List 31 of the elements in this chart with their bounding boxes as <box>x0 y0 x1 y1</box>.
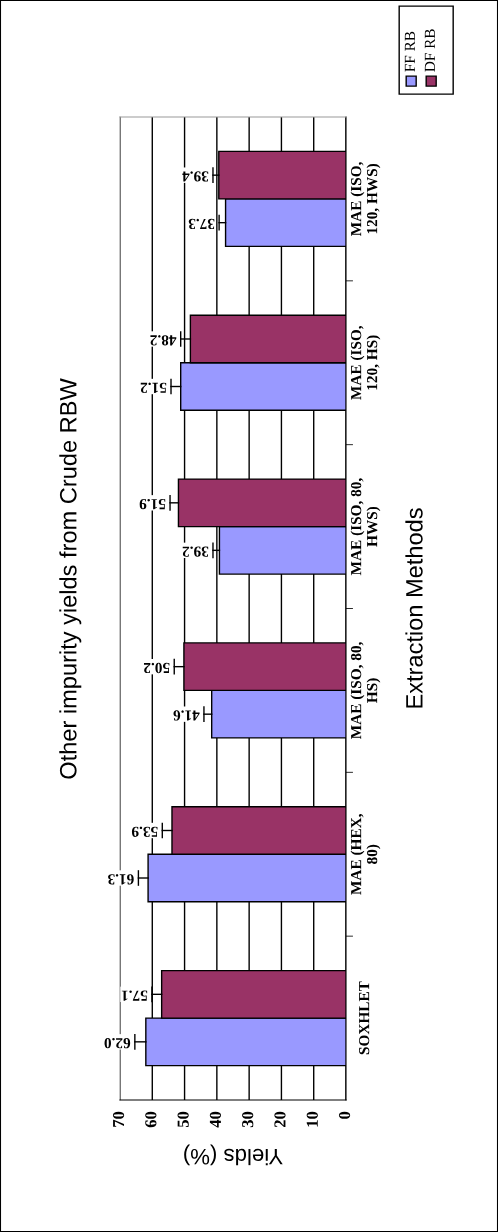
x-tick-label: 20 <box>274 1111 286 1128</box>
x-tick-label: 50 <box>177 1111 189 1128</box>
x-tick-label: 40 <box>209 1111 222 1128</box>
data-label: 39.4 <box>182 171 209 182</box>
data-label: 51.9 <box>139 498 166 510</box>
y-tick-label: SOXHLET <box>359 981 370 1055</box>
y-axis-title: Extraction Methods <box>405 508 423 708</box>
text: FF RB <box>404 31 415 72</box>
x-tick-label: 10 <box>306 1111 318 1127</box>
y-tick-label: MAE (HEX, 80) <box>350 814 381 895</box>
data-label: 51.2 <box>140 382 167 393</box>
x-tick-label: 60 <box>145 1111 157 1128</box>
text: DF RB <box>424 29 435 72</box>
text: Other impurity yields from Crude RBW <box>59 378 82 779</box>
data-label: 53.9 <box>131 826 158 837</box>
data-label: 61.3 <box>108 874 134 885</box>
data-label: 41.6 <box>173 710 200 721</box>
data-label: 62.0 <box>104 1037 131 1049</box>
data-label: 50.2 <box>143 662 170 674</box>
y-tick-label: MAE (ISO, 120, HS) <box>350 325 381 400</box>
data-label: 37.3 <box>188 218 215 230</box>
data-label: 39.2 <box>182 546 209 557</box>
y-tick-label: MAE (ISO, 80, HWS) <box>350 478 381 576</box>
data-label: 57.1 <box>121 990 148 1001</box>
x-axis-title: Yields (%) <box>184 1144 283 1166</box>
x-tick-label: 30 <box>242 1111 254 1128</box>
data-label: 48.2 <box>150 335 177 346</box>
x-tick-label: 0 <box>338 1111 351 1119</box>
y-tick-label: MAE (ISO, 120, HWS) <box>350 162 381 236</box>
y-tick-label: MAE (ISO, 80, HS) <box>350 642 381 739</box>
x-tick-label: 70 <box>112 1111 125 1127</box>
